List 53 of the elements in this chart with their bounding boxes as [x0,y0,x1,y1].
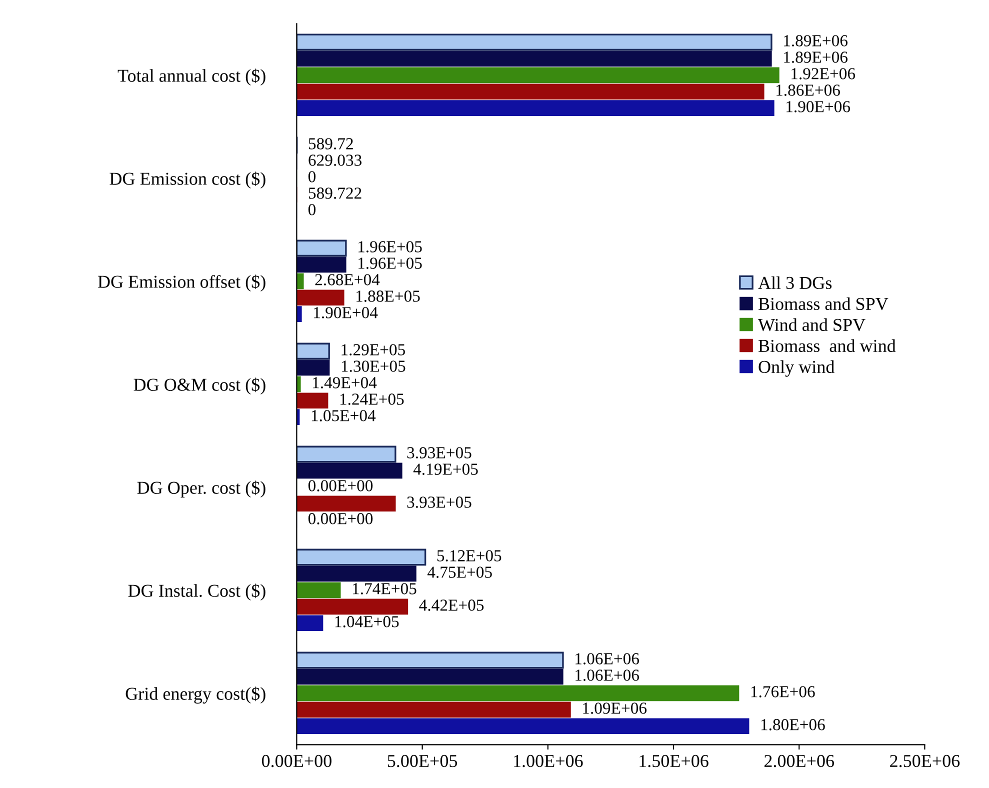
data-label: 1.96E+05 [358,241,422,252]
y-tick-label: DG Oper. cost ($) [137,480,266,498]
y-tick-label: DG Emission cost ($) [110,172,266,189]
data-label: 1.89E+06 [784,52,848,63]
data-label: 589.72 [308,138,353,150]
legend-label: Only wind [758,360,834,377]
x-tick-label: 2.00E+06 [764,754,834,768]
x-tick-label: 1.00E+06 [514,754,583,768]
data-label: 1.29E+05 [342,344,405,356]
legend-label: All 3 DGs [758,276,832,290]
data-label: 629.033 [308,154,362,166]
data-label: 0.00E+00 [308,480,373,492]
data-label: 1.09E+06 [583,702,647,714]
data-label: 0.00E+00 [308,513,373,524]
y-tick-label: DG Instal. Cost ($) [128,584,266,601]
data-label: 589.722 [308,188,362,199]
data-label: 1.30E+05 [342,360,406,372]
data-label: 4.75E+05 [427,566,492,578]
data-label: 2.68E+04 [315,274,380,286]
data-label: 1.88E+05 [356,290,420,302]
legend-label: Biomass and wind [758,339,896,352]
data-label: 1.05E+04 [312,410,376,422]
data-label: 5.12E+05 [437,550,502,562]
y-tick-label: DG Emission offset ($) [98,274,266,292]
data-label: 1.06E+06 [576,653,640,664]
data-label: 4.19E+05 [413,464,478,475]
data-label: 1.96E+05 [358,258,422,269]
data-label: 1.86E+06 [776,84,840,96]
data-label: 1.24E+05 [340,394,404,405]
data-label: 1.92E+06 [792,68,856,80]
data-label: 0 [308,171,316,182]
data-label: 1.74E+05 [352,583,416,594]
legend-label: Wind and SPV [758,318,866,332]
data-label: 1.04E+05 [335,616,399,628]
data-label: 1.76E+06 [751,686,815,698]
data-label: 1.90E+04 [314,307,378,318]
data-label: 3.93E+05 [407,496,472,508]
data-label: 0 [308,204,316,216]
data-label: 1.89E+06 [784,35,848,46]
data-label: 1.06E+06 [576,670,640,681]
x-tick-label: 5.00E+05 [388,754,458,768]
y-tick-label: DG O&M cost ($) [134,378,266,395]
y-tick-label: Total annual cost ($) [118,68,266,86]
data-label: 4.42E+05 [419,600,484,611]
x-tick-label: 2.50E+06 [890,754,960,768]
x-tick-label: 0.00E+00 [262,754,332,768]
legend-label: Biomass and SPV [758,297,888,310]
data-label: 1.49E+04 [313,377,377,388]
data-label: 1.90E+06 [786,101,850,112]
data-label: 3.93E+05 [407,447,472,458]
x-tick-label: 1.50E+06 [640,754,708,768]
data-label: 1.80E+06 [761,719,825,730]
y-tick-label: Grid energy cost($) [126,686,266,704]
